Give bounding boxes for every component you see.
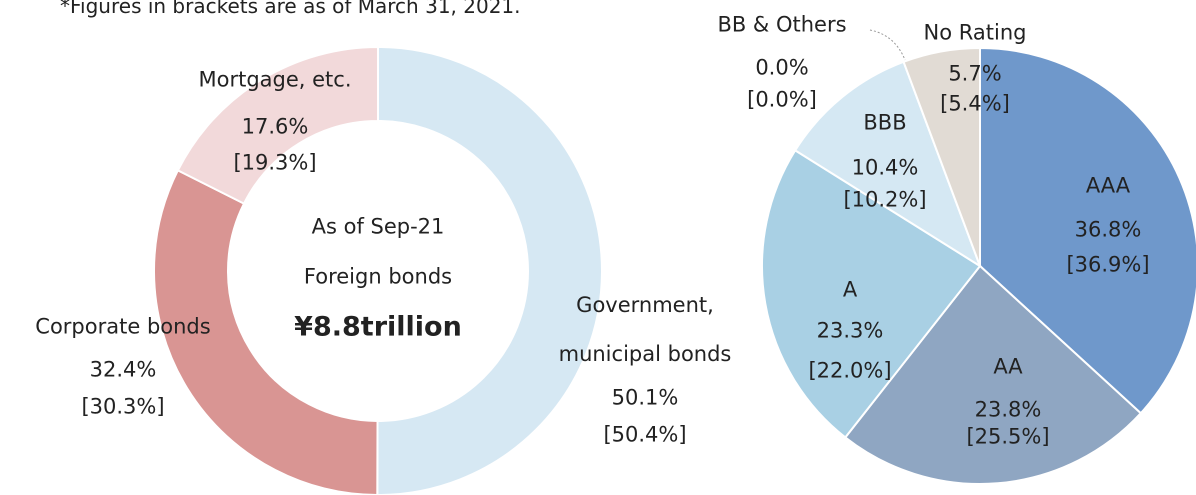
- center-text: Foreign bonds: [303, 264, 453, 289]
- slice: [902, 46, 981, 267]
- bracket-label: [19.3%]: [233, 150, 317, 175]
- slice-name: BB & Others: [717, 12, 847, 37]
- slice: [761, 148, 982, 439]
- leader-line: [869, 29, 906, 61]
- slice: [979, 46, 1196, 415]
- value-label: 0.0%: [755, 55, 809, 80]
- slice-name: Corporate bonds: [35, 314, 211, 339]
- bracket-label: [0.0%]: [747, 87, 817, 112]
- center-text: As of Sep-21: [311, 214, 445, 239]
- slice-name: Government, municipal bonds: [558, 293, 732, 366]
- bracket-label: [22.0%]: [808, 358, 892, 383]
- bracket-label: [5.4%]: [940, 91, 1010, 116]
- slice-name: BBB: [863, 110, 907, 135]
- slice-name: Mortgage, etc.: [198, 67, 352, 92]
- value-label: 50.1%: [611, 385, 679, 410]
- slice: [843, 264, 1143, 486]
- value-label: 10.4%: [851, 155, 919, 180]
- bracket-label: [10.2%]: [843, 187, 927, 212]
- slice-name: No Rating: [923, 20, 1027, 45]
- bracket-label: [30.3%]: [81, 394, 165, 419]
- center-text: ¥8.8trillion: [294, 311, 462, 343]
- slice: [376, 45, 603, 495]
- value-label: 23.8%: [974, 397, 1042, 422]
- slice-name: A: [842, 277, 858, 302]
- value-label: 5.7%: [948, 61, 1002, 86]
- slice: [793, 60, 982, 269]
- slice: [153, 168, 379, 495]
- value-label: 17.6%: [241, 114, 309, 139]
- value-label: 36.8%: [1074, 217, 1142, 242]
- note: *Figures in brackets are as of March 31,…: [60, 0, 521, 18]
- slice: [176, 45, 379, 205]
- slice-name: AAA: [1085, 173, 1131, 198]
- slice-name: AA: [993, 354, 1023, 379]
- bracket-label: [36.9%]: [1066, 252, 1150, 277]
- bracket-label: [50.4%]: [603, 422, 687, 447]
- value-label: 32.4%: [89, 357, 157, 382]
- value-label: 23.3%: [816, 318, 884, 343]
- bracket-label: [25.5%]: [966, 424, 1050, 449]
